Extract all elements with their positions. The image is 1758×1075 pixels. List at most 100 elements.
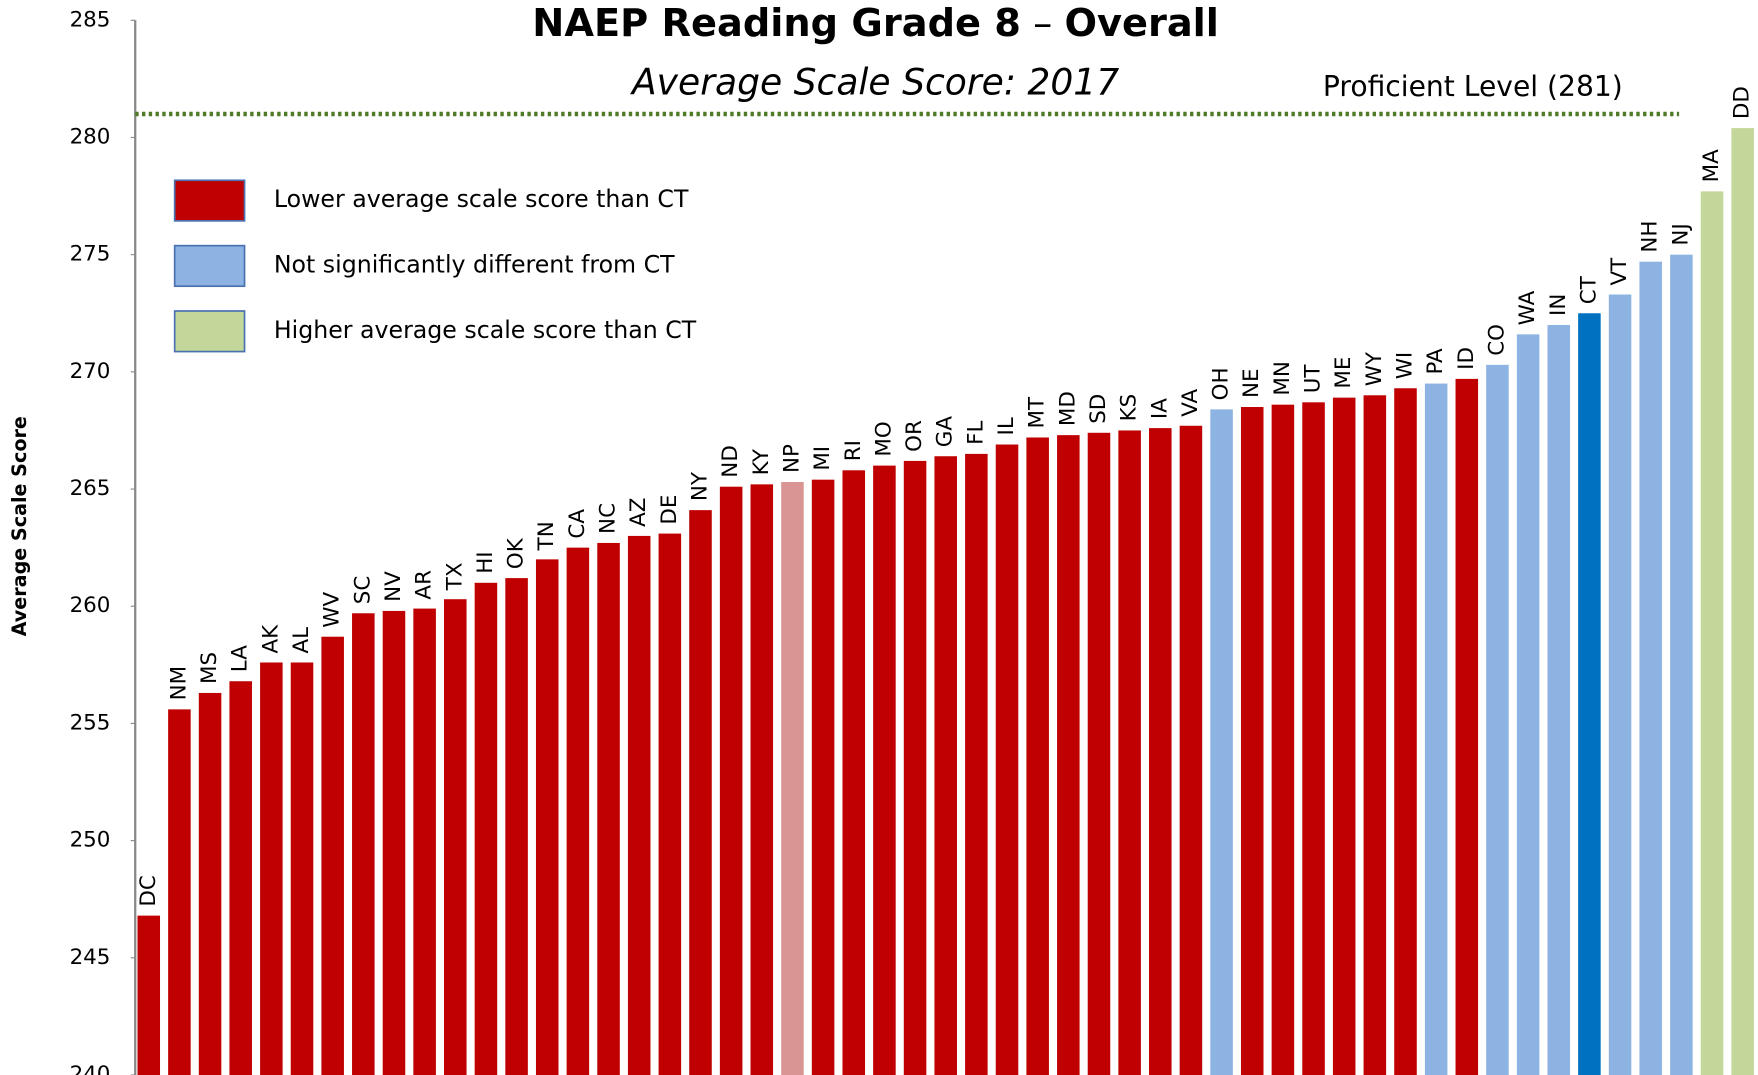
legend-label: Lower average scale score than CT [274, 185, 689, 213]
x-tick-label: SC [350, 576, 375, 605]
x-tick-label: NH [1638, 221, 1663, 253]
bar [1486, 364, 1509, 1075]
x-tick-label: IN [1546, 294, 1571, 316]
x-tick-label: CO [1484, 324, 1509, 356]
bar [198, 692, 222, 1075]
reference-label: Proficient Level (281) [1323, 70, 1623, 103]
x-tick-label: VT [1607, 257, 1632, 286]
y-tick-label: 260 [70, 593, 111, 618]
x-tick-label: AR [412, 570, 437, 600]
bar [137, 915, 161, 1075]
bar [1363, 395, 1387, 1075]
bar [1639, 261, 1662, 1075]
bar [1731, 128, 1754, 1075]
y-tick-label: 270 [70, 359, 111, 384]
bar [444, 599, 467, 1075]
x-tick-label: NE [1239, 368, 1264, 398]
bar [1608, 294, 1632, 1075]
bar [1240, 407, 1264, 1075]
bar [1700, 191, 1724, 1075]
x-tick-label: FL [963, 421, 988, 445]
x-tick-label: WV [320, 592, 345, 628]
legend-label: Higher average scale score than CT [274, 316, 697, 344]
y-tick-label: 240 [70, 1062, 111, 1075]
x-tick-label: SD [1086, 394, 1111, 424]
x-tick-label: WY [1362, 351, 1387, 386]
x-tick-label: NP [779, 444, 804, 473]
x-tick-label: NJ [1668, 223, 1693, 245]
x-tick-label: WA [1515, 290, 1540, 325]
bar [1271, 404, 1295, 1075]
x-tick-label: AZ [626, 498, 651, 527]
y-tick-label: 250 [70, 828, 111, 853]
bar [1302, 402, 1325, 1075]
bar [321, 636, 344, 1075]
x-tick-label: PA [1423, 348, 1448, 375]
x-tick-label: AK [258, 624, 283, 654]
bar [474, 582, 498, 1075]
x-tick-label: DD [1730, 86, 1755, 119]
bar [1210, 409, 1233, 1075]
x-tick-label: MS [197, 652, 222, 684]
x-tick-label: LA [228, 645, 253, 672]
legend-swatch [173, 179, 246, 222]
bar [658, 533, 682, 1075]
y-tick-label: 275 [70, 242, 111, 267]
chart-title: NAEP Reading Grade 8 [532, 0, 1021, 45]
bar [719, 486, 743, 1075]
x-tick-label: KS [1117, 394, 1142, 422]
bar [1057, 435, 1080, 1075]
x-tick-label: ME [1331, 357, 1356, 389]
bar [1118, 430, 1141, 1075]
x-tick-label: NC [596, 503, 621, 534]
bar [1179, 425, 1203, 1075]
bar [811, 479, 835, 1075]
x-tick-label: ID [1454, 347, 1479, 370]
x-tick-label: TX [442, 562, 467, 591]
bar [750, 484, 774, 1075]
bar [1547, 324, 1571, 1075]
y-tick-label: 280 [70, 124, 111, 149]
x-tick-label: VA [1178, 388, 1203, 416]
x-tick-label: ND [718, 445, 743, 477]
x-tick-label: NV [381, 571, 406, 602]
chart-title-group: NAEP Reading Grade 8 – Overall [532, 0, 1219, 45]
bar [1394, 388, 1417, 1075]
x-tick-label: IA [1147, 398, 1172, 419]
bar [505, 578, 528, 1075]
x-tick-label: TN [534, 521, 559, 551]
bar [168, 709, 191, 1075]
x-tick-label: CA [565, 509, 590, 539]
bar [1149, 428, 1172, 1075]
y-tick-label: 245 [70, 945, 111, 970]
bar [1026, 437, 1049, 1075]
bar [627, 535, 651, 1075]
x-tick-label: GA [933, 416, 958, 448]
x-tick-label: OR [902, 420, 927, 452]
x-tick-label: WI [1392, 352, 1417, 379]
bar [382, 610, 406, 1075]
y-tick-label: 265 [70, 476, 111, 501]
bar [290, 662, 314, 1075]
x-tick-label: NY [687, 471, 712, 501]
legend-swatch [173, 310, 246, 353]
y-tick-label: 285 [70, 7, 111, 32]
bar [1424, 383, 1448, 1075]
bar [413, 608, 436, 1075]
legend-label: Not significantly different from CT [274, 250, 675, 278]
chart-subtitle: Average Scale Score: 2017 [630, 62, 1119, 104]
bar [995, 444, 1019, 1075]
bar [842, 470, 866, 1075]
bar [903, 460, 927, 1075]
x-tick-label: IL [994, 417, 1019, 435]
x-tick-label: DC [136, 875, 161, 906]
x-tick-label: UT [1301, 364, 1326, 394]
x-tick-label: OH [1209, 367, 1234, 400]
bar [229, 681, 252, 1075]
bar [873, 465, 896, 1075]
bar [1455, 378, 1479, 1075]
bar [566, 547, 590, 1075]
bar [689, 510, 712, 1075]
y-axis-label: Average Scale Score [8, 416, 31, 636]
x-tick-label: RI [841, 440, 866, 461]
